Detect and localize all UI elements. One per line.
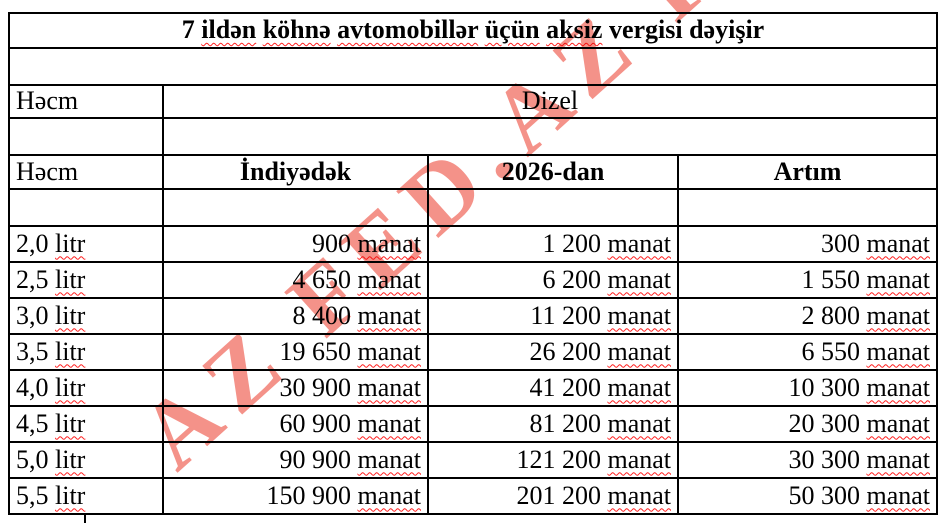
table-row: 3,5 litr 19 650 manat 26 200 manat 6 550 ma… — [8, 333, 938, 371]
cell-amount: 8 400 manat — [162, 297, 429, 335]
table-row: 3,0 litr 8 400 manat 11 200 manat 2 800 man… — [8, 297, 938, 335]
cell-amount: 1 200 manat — [427, 225, 679, 263]
fuel-type-header: Dizel — [162, 84, 938, 119]
cell-engine-volume: 3,5 litr — [8, 333, 164, 371]
page-title: 7 ildən köhnə avtomobillər üçün aksiz ve… — [8, 12, 938, 49]
cell-amount: 121 200 manat — [427, 441, 679, 479]
spacer-row — [8, 188, 938, 227]
cell-engine-volume: 2,5 litr — [8, 261, 164, 299]
empty-cell — [8, 188, 164, 227]
table-body: 2,0 litr 900 manat 1 200 manat 300 manat 2,5… — [8, 225, 938, 515]
empty-cell — [427, 188, 679, 227]
empty-cell — [162, 188, 429, 227]
table-row: 4,5 litr 60 900 manat 81 200 manat 20 300 m… — [8, 405, 938, 443]
column-header-hecm: Həcm — [8, 154, 164, 190]
table-row: 2,5 litr 4 650 manat 6 200 manat 1 550 mana… — [8, 261, 938, 299]
column-header-row: Həcm İndiyədək 2026-dan Artım — [8, 154, 938, 190]
cell-amount: 41 200 manat — [427, 369, 679, 407]
column-header-indiyedek: İndiyədək — [162, 154, 429, 190]
cell-amount: 900 manat — [162, 225, 429, 263]
cell-amount: 19 650 manat — [162, 333, 429, 371]
column-header-artim: Artım — [677, 154, 938, 190]
cell-amount: 10 300 manat — [677, 369, 938, 407]
title-row: 7 ildən köhnə avtomobillər üçün aksiz ve… — [8, 12, 938, 49]
cell-amount: 2 800 manat — [677, 297, 938, 335]
cell-amount: 60 900 manat — [162, 405, 429, 443]
cell-amount: 150 900 manat — [162, 477, 429, 515]
empty-cell — [677, 188, 938, 227]
cell-amount: 4 650 manat — [162, 261, 429, 299]
empty-cell — [162, 117, 938, 156]
table-row: 4,0 litr 30 900 manat 41 200 manat 10 300 m… — [8, 369, 938, 407]
cell-amount: 20 300 manat — [677, 405, 938, 443]
cell-amount: 11 200 manat — [427, 297, 679, 335]
cell-amount: 30 900 manat — [162, 369, 429, 407]
cell-engine-volume: 4,5 litr — [8, 405, 164, 443]
excise-tax-table: 7 ildən köhnə avtomobillər üçün aksiz ve… — [8, 12, 938, 515]
cell-engine-volume: 4,0 litr — [8, 369, 164, 407]
spacer-row — [8, 117, 938, 156]
cell-amount: 81 200 manat — [427, 405, 679, 443]
column-header-2026: 2026-dan — [427, 154, 679, 190]
cell-amount: 300 manat — [677, 225, 938, 263]
cell-amount: 1 550 manat — [677, 261, 938, 299]
cell-engine-volume: 2,0 litr — [8, 225, 164, 263]
cell-amount: 90 900 manat — [162, 441, 429, 479]
cell-engine-volume: 5,0 litr — [8, 441, 164, 479]
spacer-row — [8, 47, 938, 86]
cell-amount: 50 300 manat — [677, 477, 938, 515]
group-col-label: Həcm — [8, 84, 164, 119]
cell-amount: 26 200 manat — [427, 333, 679, 371]
table-row: 5,5 litr 150 900 manat 201 200 manat 50 300… — [8, 477, 938, 515]
cell-amount: 30 300 manat — [677, 441, 938, 479]
cell-amount: 6 200 manat — [427, 261, 679, 299]
empty-cell — [8, 117, 164, 156]
table-row: 5,0 litr 90 900 manat 121 200 manat 30 300 … — [8, 441, 938, 479]
cell-amount: 6 550 manat — [677, 333, 938, 371]
cell-engine-volume: 5,5 litr — [8, 477, 164, 515]
empty-cell — [8, 47, 938, 86]
group-header-row: Həcm Dizel — [8, 84, 938, 119]
cell-engine-volume: 3,0 litr — [8, 297, 164, 335]
table-row: 2,0 litr 900 manat 1 200 manat 300 manat — [8, 225, 938, 263]
cut-off-next-row-line — [84, 513, 86, 523]
cell-amount: 201 200 manat — [427, 477, 679, 515]
